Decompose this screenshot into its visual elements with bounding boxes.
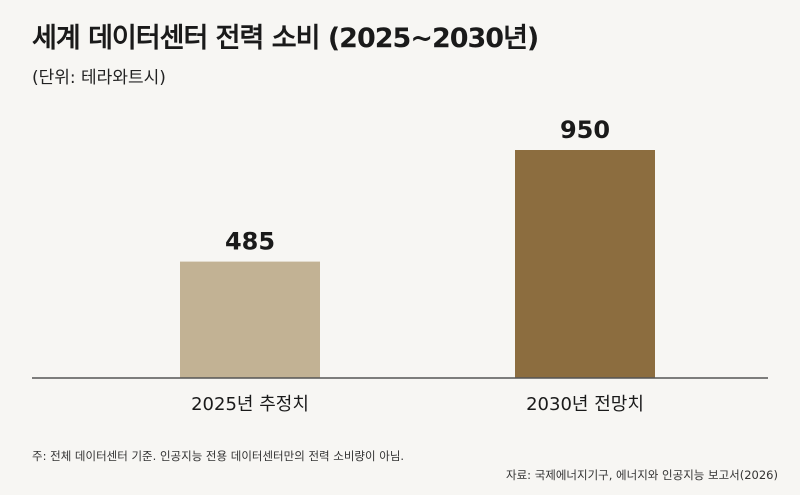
category-label-1: 2025년 추정치 <box>191 394 309 415</box>
chart-title: 세계 데이터센터 전력 소비 (2025~2030년) <box>32 23 539 54</box>
value-label-2: 950 <box>560 116 610 144</box>
footnote: 주: 전체 데이터센터 기준. 인공지능 전용 데이터센터만의 전력 소비량이 … <box>32 449 405 463</box>
source-citation: 자료: 국제에너지기구, 에너지와 인공지능 보고서(2026) <box>506 468 778 482</box>
bar-1 <box>180 261 320 378</box>
chart-subtitle: (단위: 테라와트시) <box>32 68 166 88</box>
category-label-2: 2030년 전망치 <box>526 394 644 415</box>
value-label-1: 485 <box>225 228 275 256</box>
bar-2 <box>515 150 655 378</box>
